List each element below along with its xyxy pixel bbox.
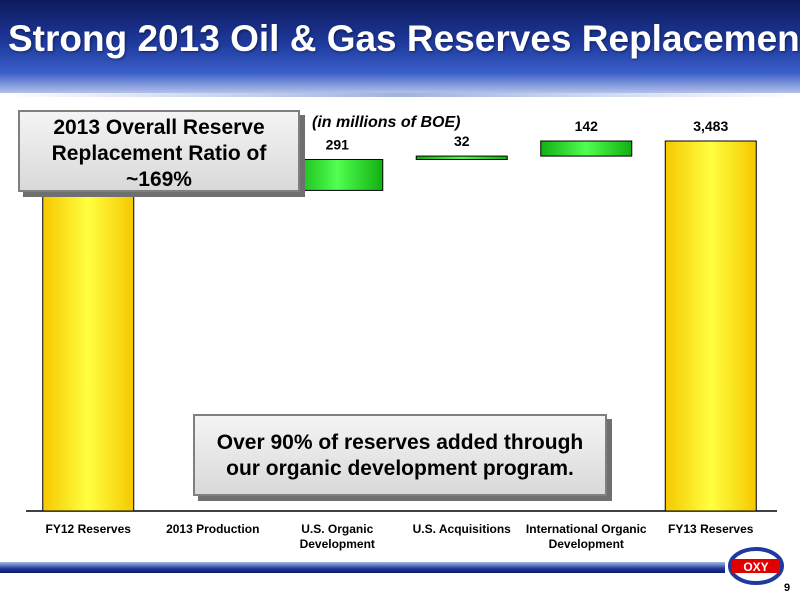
bar-value-label: 291 [326, 136, 350, 152]
bar-3 [291, 158, 384, 191]
organic-line-2: our organic development program. [226, 457, 574, 480]
unit-note: (in millions of BOE) [312, 114, 461, 131]
bar-4 [415, 155, 508, 160]
x-tick-label: International Organic Development [526, 522, 647, 551]
logo-text: OXY [743, 560, 768, 574]
ratio-line-2: Replacement Ratio of [51, 142, 267, 165]
bar-6 [664, 140, 757, 512]
ratio-line-1: 2013 Overall Reserve [53, 116, 265, 139]
page-title: Strong 2013 Oil & Gas Reserves Replaceme… [8, 18, 800, 59]
header-rule [0, 93, 800, 97]
bar-value-label: 142 [575, 118, 599, 134]
organic-line-1: Over 90% of reserves added through [216, 431, 584, 454]
x-tick-label: U.S. Organic Development [300, 522, 375, 551]
bar-value-label: 3,483 [693, 118, 728, 134]
replacement-ratio-callout: 2013 Overall Reserve Replacement Ratio o… [18, 110, 300, 192]
bar-value-label: 32 [454, 133, 470, 149]
bar-5 [540, 140, 633, 157]
organic-callout: Over 90% of reserves added through our o… [193, 414, 607, 496]
x-tick-label: FY13 Reserves [668, 522, 754, 536]
x-tick-label: U.S. Acquisitions [413, 522, 512, 536]
header-banner: Strong 2013 Oil & Gas Reserves Replaceme… [0, 0, 800, 97]
x-tick-label: 2013 Production [166, 522, 259, 536]
page-number: 9 [784, 582, 791, 594]
x-tick-label: FY12 Reserves [46, 522, 132, 536]
bar-1 [42, 160, 135, 512]
oxy-logo: OXY [728, 547, 784, 585]
footer-band [0, 562, 725, 573]
ratio-line-3: ~169% [126, 168, 192, 191]
